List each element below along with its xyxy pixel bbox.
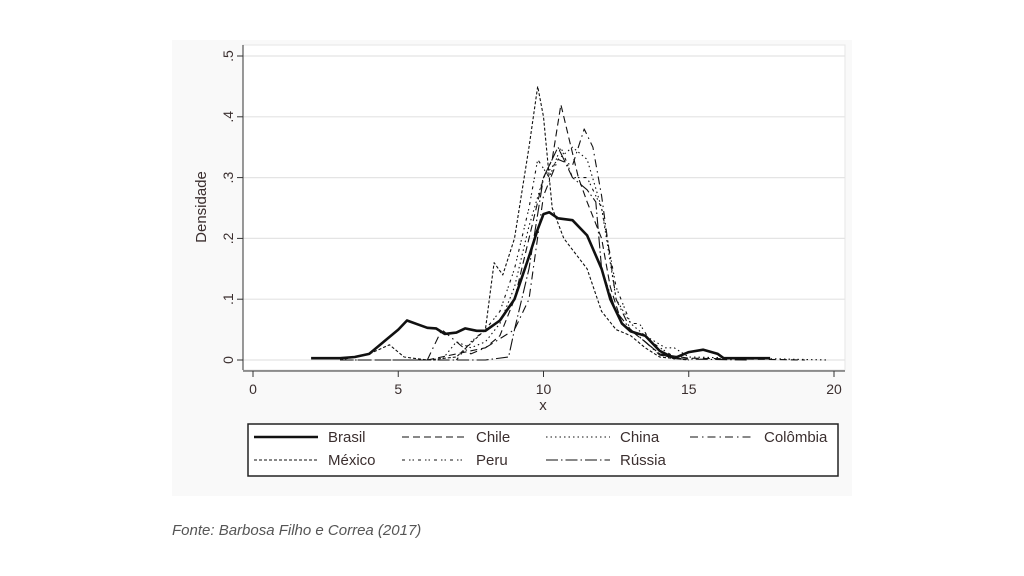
legend-label: Brasil — [328, 429, 366, 446]
legend-label: Chile — [476, 429, 510, 446]
series-line-china — [398, 146, 829, 361]
legend-label: Rússia — [620, 452, 667, 469]
x-tick-label: 15 — [681, 381, 697, 397]
y-tick-label: .3 — [220, 172, 236, 184]
legend-label: México — [328, 452, 376, 469]
figure-caption: Fonte: Barbosa Filho e Correa (2017) — [172, 522, 422, 539]
y-tick-label: 0 — [220, 356, 236, 364]
x-axis-label: x — [539, 397, 547, 414]
y-tick-label: .1 — [220, 293, 236, 305]
x-tick-label: 10 — [536, 381, 552, 397]
series-line-méxico — [339, 85, 689, 361]
legend-label: Colômbia — [764, 429, 828, 446]
x-tick-label: 20 — [826, 381, 842, 397]
y-tick-label: .2 — [220, 232, 236, 244]
legend-label: Peru — [476, 452, 508, 469]
y-axis-label: Densidade — [193, 171, 210, 243]
legend-label: China — [620, 429, 660, 446]
x-tick-label: 5 — [394, 381, 402, 397]
series-line-colômbia — [340, 128, 689, 361]
x-tick-label: 0 — [249, 381, 257, 397]
y-tick-label: .4 — [220, 111, 236, 123]
series-line-rússia — [340, 146, 747, 361]
legend-box — [247, 423, 839, 477]
series-line-brasil — [311, 211, 771, 360]
plot-area — [242, 44, 846, 371]
y-tick-label: .5 — [220, 50, 236, 62]
